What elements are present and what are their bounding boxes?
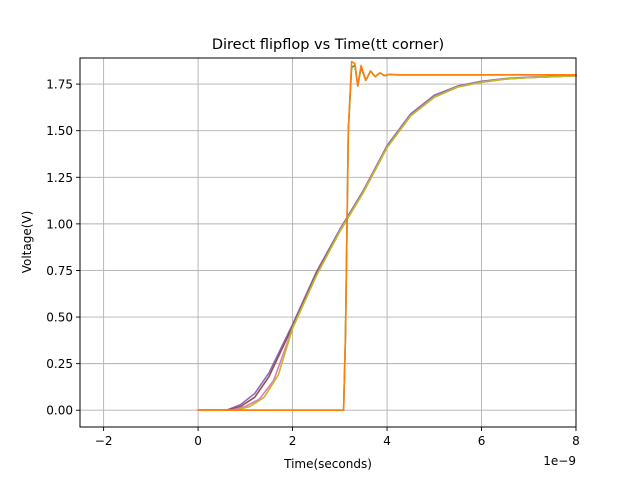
- y-tick-label: 0.75: [46, 264, 73, 278]
- chart-title: Direct flipflop vs Time(tt corner): [212, 37, 444, 53]
- x-tick-label: −2: [95, 434, 113, 448]
- series-group: [197, 60, 577, 412]
- series-line-4: [197, 74, 577, 412]
- x-tick-label: 6: [478, 434, 486, 448]
- y-tick-label: 0.00: [46, 404, 73, 418]
- axes-frame: [79, 57, 577, 428]
- grid: [80, 58, 577, 427]
- x-tick-label: 0: [194, 434, 202, 448]
- ticks: −2 0 2 4 6 8 0.00 0.25 0.50 0.75 1.00 1.25 1.50 1.75: [46, 78, 580, 448]
- y-tick-label: 1.25: [46, 171, 73, 185]
- x-tick-label: 4: [383, 434, 391, 448]
- series-line-6: [197, 60, 577, 412]
- y-tick-label: 1.75: [46, 78, 73, 92]
- x-axis-title: Time(seconds): [283, 457, 372, 471]
- y-tick-label: 1.50: [46, 124, 73, 138]
- plot-area: [80, 58, 576, 427]
- y-axis-title: Voltage(V): [20, 211, 34, 274]
- y-tick-label: 1.00: [46, 217, 73, 231]
- x-tick-label: 8: [572, 434, 580, 448]
- y-tick-label: 0.25: [46, 357, 73, 371]
- y-tick-label: 0.50: [46, 311, 73, 325]
- x-tick-label: 2: [289, 434, 297, 448]
- x-axis-offset-text: 1e−9: [543, 454, 576, 468]
